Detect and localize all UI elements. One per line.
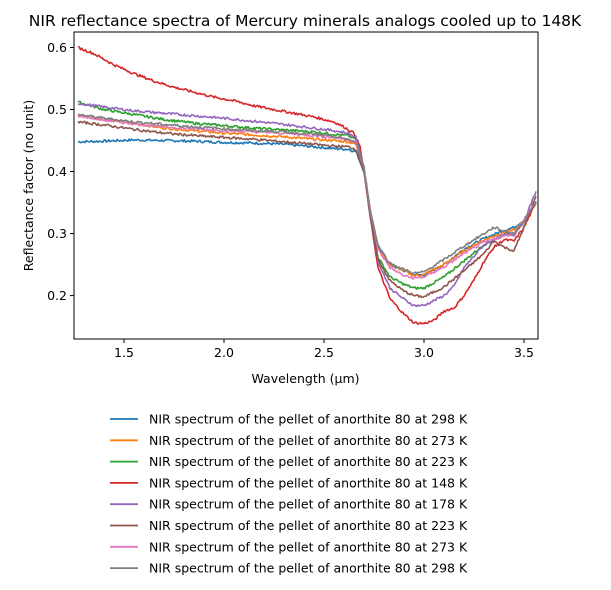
series-line-6: [77, 120, 537, 299]
series-line-5: [77, 103, 537, 308]
legend-label: NIR spectrum of the pellet of anorthite …: [149, 539, 468, 554]
legend-label: NIR spectrum of the pellet of anorthite …: [149, 561, 468, 576]
series-line-4: [77, 45, 537, 326]
x-tick-label: 2.0: [214, 345, 234, 360]
legend-label: NIR spectrum of the pellet of anorthite …: [149, 412, 468, 427]
legend-label: NIR spectrum of the pellet of anorthite …: [149, 433, 468, 448]
legend-label: NIR spectrum of the pellet of anorthite …: [149, 518, 468, 533]
series-line-7: [77, 114, 537, 280]
y-tick-label: 0.2: [47, 288, 67, 303]
legend-label: NIR spectrum of the pellet of anorthite …: [149, 454, 468, 469]
y-tick-label: 0.6: [47, 40, 67, 55]
y-tick-label: 0.5: [47, 102, 67, 117]
y-tick-label: 0.3: [47, 226, 67, 241]
plot-area: 1.5 2.0 2.5 3.0 3.5 0.2 0.3 0.4 0.5 0.6: [47, 31, 539, 360]
legend-label: NIR spectrum of the pellet of anorthite …: [149, 497, 468, 512]
x-axis-label: Wavelength (μm): [251, 371, 359, 386]
legend: NIR spectrum of the pellet of anorthite …: [110, 412, 468, 576]
x-tick-label: 3.0: [414, 345, 434, 360]
series-line-1: [77, 138, 537, 277]
chart-title: NIR reflectance spectra of Mercury miner…: [29, 12, 582, 30]
y-axis-label: Reflectance factor (no unit): [21, 100, 36, 271]
axes-frame: [73, 31, 539, 340]
x-tick-label: 1.5: [114, 345, 134, 360]
y-tick-label: 0.4: [47, 164, 67, 179]
legend-label: NIR spectrum of the pellet of anorthite …: [149, 475, 468, 490]
x-tick-label: 2.5: [314, 345, 334, 360]
series-line-3: [77, 100, 537, 290]
series-line-8: [77, 113, 537, 275]
x-tick-label: 3.5: [514, 345, 534, 360]
series-line-2: [77, 114, 537, 277]
